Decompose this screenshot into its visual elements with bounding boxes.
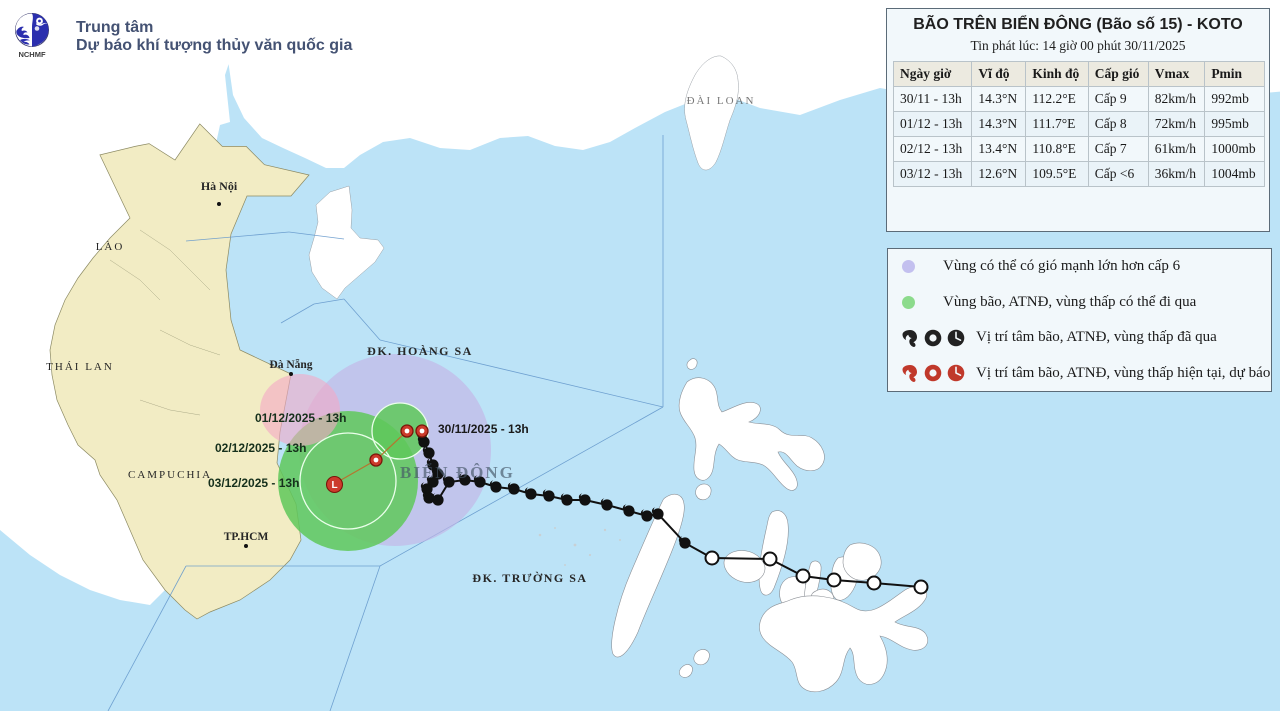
svg-text:L: L <box>331 480 337 491</box>
svg-text:BIỂN ĐÔNG: BIỂN ĐÔNG <box>400 463 515 482</box>
svg-text:CAMPUCHIA: CAMPUCHIA <box>128 469 212 481</box>
svg-text:Hà Nội: Hà Nội <box>201 179 238 193</box>
svg-text:Đà Nẵng: Đà Nẵng <box>269 358 312 371</box>
svg-text:02/12/2025 - 13h: 02/12/2025 - 13h <box>215 441 306 455</box>
svg-text:ĐK. TRƯỜNG SA: ĐK. TRƯỜNG SA <box>472 571 587 585</box>
svg-text:ĐÀI LOAN: ĐÀI LOAN <box>687 95 756 107</box>
svg-text:THÁI LAN: THÁI LAN <box>46 361 114 373</box>
svg-text:03/12/2025 - 13h: 03/12/2025 - 13h <box>208 476 299 490</box>
svg-text:TP.HCM: TP.HCM <box>224 531 269 543</box>
svg-text:Dự báo khí tượng thủy văn quốc: Dự báo khí tượng thủy văn quốc gia <box>76 37 352 54</box>
svg-text:01/12/2025 - 13h: 01/12/2025 - 13h <box>255 411 346 425</box>
svg-text:30/11/2025 - 13h: 30/11/2025 - 13h <box>438 422 529 436</box>
svg-text:ĐK. HOÀNG SA: ĐK. HOÀNG SA <box>367 344 473 358</box>
svg-text:Trung tâm: Trung tâm <box>76 19 153 36</box>
svg-text:LÀO: LÀO <box>96 241 125 253</box>
svg-text:NCHMF: NCHMF <box>18 50 45 59</box>
